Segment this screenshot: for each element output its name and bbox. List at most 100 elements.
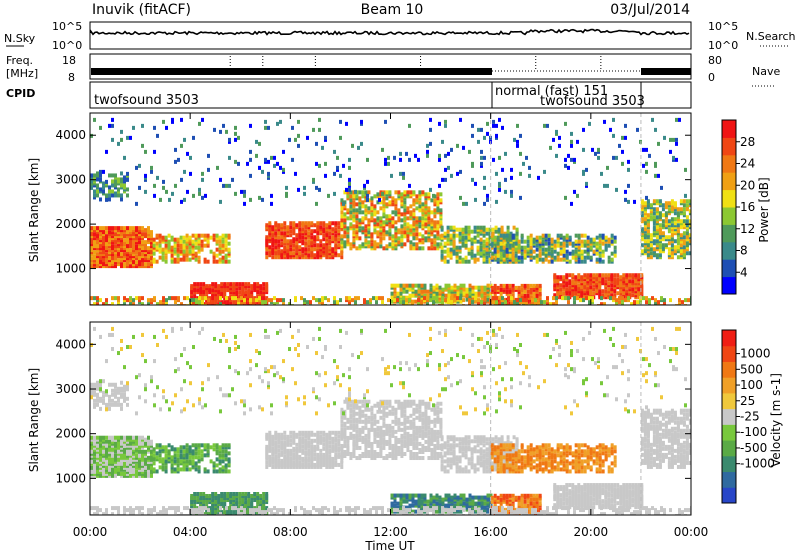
- power-cell: [418, 224, 422, 229]
- power-cell: [525, 298, 528, 303]
- power-cell: [385, 202, 389, 207]
- power-cell: [333, 171, 336, 176]
- velocity-cell: [126, 457, 129, 462]
- velocity-cell: [96, 453, 99, 458]
- power-cell: [319, 225, 323, 230]
- power-cell: [132, 298, 135, 303]
- power-cell: [117, 141, 120, 146]
- power-cell: [432, 300, 435, 305]
- velocity-cell: [123, 439, 126, 444]
- power-cell: [399, 283, 403, 288]
- velocity-cell: [117, 386, 120, 391]
- power-cell: [643, 201, 647, 206]
- power-cell: [237, 161, 240, 166]
- power-cell: [480, 149, 483, 154]
- power-cell: [212, 253, 216, 258]
- power-cell: [123, 262, 126, 267]
- power-cell: [183, 169, 186, 174]
- velocity-cell: [208, 506, 212, 511]
- power-cell: [429, 127, 432, 132]
- power-cell: [126, 187, 129, 192]
- power-cell: [276, 121, 279, 126]
- power-cell: [397, 190, 401, 195]
- power-cell: [194, 251, 198, 256]
- power-cell: [261, 197, 264, 202]
- power-cell: [458, 231, 462, 236]
- velocity-cell: [111, 437, 114, 442]
- velocity-cell: [164, 461, 168, 466]
- power-cell: [390, 283, 394, 288]
- power-cell: [144, 189, 147, 194]
- power-cell: [195, 298, 198, 303]
- velocity-cell: [208, 498, 212, 503]
- velocity-cell: [102, 467, 105, 472]
- power-cell: [105, 234, 108, 239]
- power-cell: [268, 221, 272, 226]
- velocity-cell: [108, 402, 111, 407]
- power-cell: [678, 298, 681, 303]
- power-cell: [277, 249, 281, 254]
- velocity-cell: [135, 463, 138, 468]
- power-cell: [298, 245, 302, 250]
- velocity-cell: [135, 449, 138, 454]
- power-cell: [439, 198, 443, 203]
- power-cell: [645, 147, 648, 152]
- power-cell: [120, 183, 123, 188]
- power-cell: [405, 295, 409, 300]
- power-cell: [429, 283, 433, 288]
- power-cell: [188, 249, 192, 254]
- power-cell: [93, 226, 96, 231]
- power-cell: [373, 218, 377, 223]
- velocity-cell: [99, 447, 102, 452]
- power-cell: [471, 285, 475, 290]
- y-tick-label: 4000: [55, 128, 86, 142]
- velocity-cell: [182, 463, 186, 468]
- power-cell: [595, 235, 599, 240]
- power-cell: [324, 135, 327, 140]
- power-cell: [489, 283, 493, 288]
- velocity-cell: [197, 449, 201, 454]
- power-cell: [348, 177, 351, 182]
- power-cell: [155, 241, 159, 246]
- power-cell: [580, 233, 584, 238]
- velocity-cell: [144, 437, 147, 442]
- cpid-seg-2: normal (fast) 151: [495, 84, 608, 99]
- power-cell: [679, 207, 683, 212]
- power-cell: [403, 190, 407, 195]
- power-cell: [682, 211, 686, 216]
- velocity-cell: [129, 473, 132, 478]
- power-cell: [506, 225, 510, 230]
- power-cell: [496, 285, 500, 290]
- power-cell: [603, 302, 606, 305]
- power-cell: [382, 208, 386, 213]
- power-cell: [436, 220, 440, 225]
- power-cell: [270, 193, 273, 198]
- velocity-cell: [102, 447, 105, 452]
- velocity-cell: [217, 512, 221, 515]
- power-cell: [340, 198, 344, 203]
- power-cell: [553, 239, 557, 244]
- velocity-cell: [132, 451, 135, 456]
- power-cell: [403, 230, 407, 235]
- power-cell: [367, 210, 371, 215]
- power-cell: [607, 237, 611, 242]
- power-cell: [247, 282, 251, 287]
- velocity-cell: [205, 510, 209, 515]
- power-cell: [373, 240, 377, 245]
- power-cell: [479, 253, 483, 258]
- power-cell: [234, 296, 237, 301]
- power-cell: [485, 255, 489, 260]
- power-cell: [538, 257, 542, 262]
- power-cell: [153, 183, 156, 188]
- power-cell: [349, 246, 353, 251]
- power-cell: [479, 237, 483, 242]
- freq-label-line2: [MHz]: [6, 67, 38, 80]
- power-cell: [512, 225, 516, 230]
- power-cell: [249, 123, 252, 128]
- velocity-cell: [96, 469, 99, 474]
- power-cell: [382, 220, 386, 225]
- velocity-cell: [167, 459, 171, 464]
- power-cell: [688, 239, 691, 244]
- power-cell: [688, 219, 691, 224]
- power-cell: [658, 227, 662, 232]
